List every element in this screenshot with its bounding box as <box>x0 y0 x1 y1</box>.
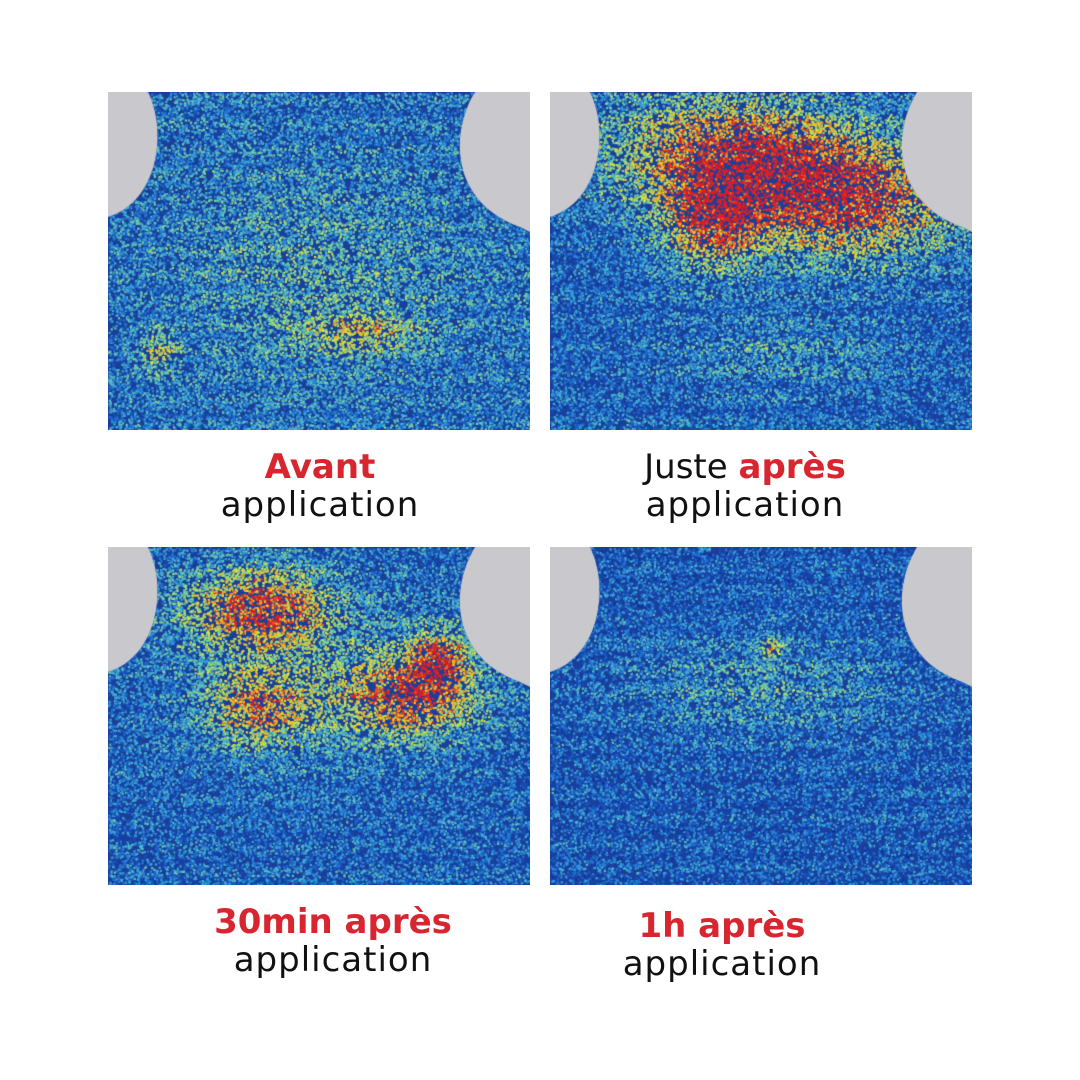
caption-subtitle: application <box>622 944 822 984</box>
heatmap-canvas <box>550 92 972 430</box>
caption-subtitle: application <box>233 940 433 980</box>
heatmap-canvas <box>108 92 530 430</box>
caption-plain: Juste <box>644 447 739 487</box>
caption-subtitle: application <box>220 485 420 525</box>
thermal-image-before <box>108 92 530 430</box>
caption-just-after: Juste après application <box>535 448 955 524</box>
caption-1h-after: 1h après application <box>512 907 932 983</box>
thermal-image-30min-after <box>108 547 530 885</box>
thermal-image-1h-after <box>550 547 972 885</box>
caption-accent: après <box>738 447 846 487</box>
caption-subtitle: application <box>645 485 845 525</box>
caption-30min-after: 30min après application <box>123 903 543 979</box>
thermal-image-just-after <box>550 92 972 430</box>
heatmap-canvas <box>550 547 972 885</box>
caption-accent: 1h après <box>638 906 806 946</box>
caption-accent: 30min après <box>214 902 452 942</box>
caption-accent: Avant <box>264 447 376 487</box>
caption-before: Avant application <box>110 448 530 524</box>
heatmap-canvas <box>108 547 530 885</box>
